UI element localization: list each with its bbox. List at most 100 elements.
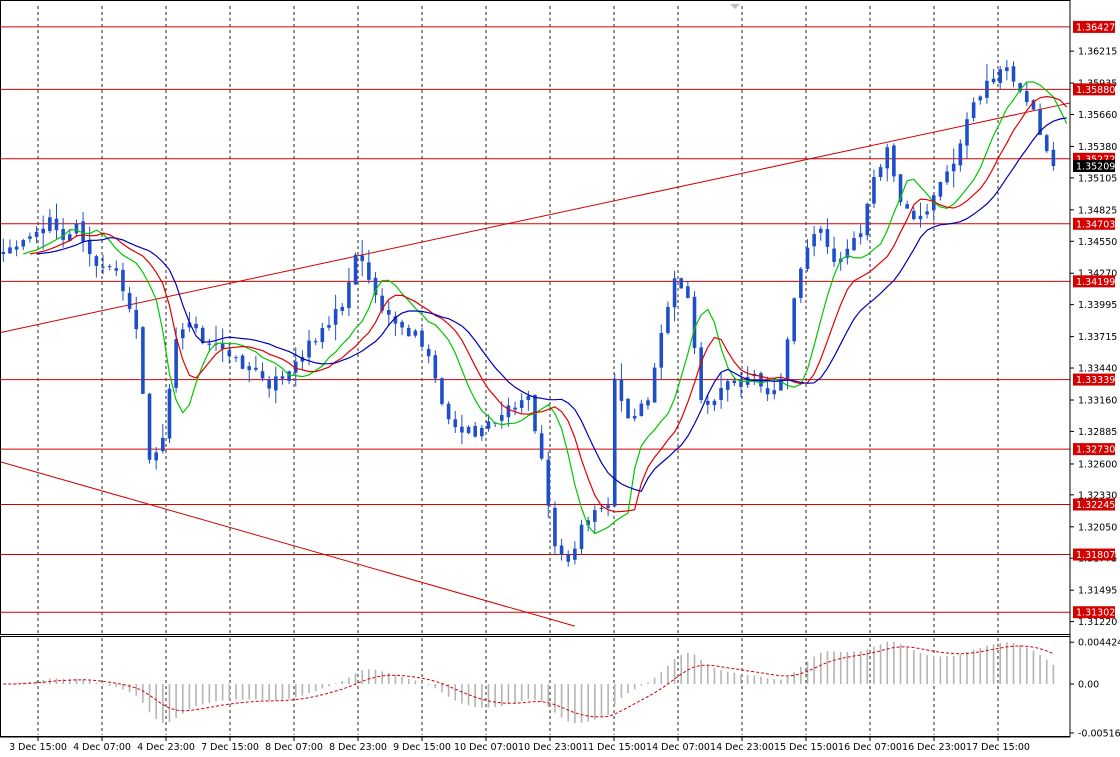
candle-body [858,233,863,238]
candle-body [799,268,803,298]
level-label[interactable]: 1.35272 [1076,154,1115,165]
candle-body [300,357,305,362]
candle-body [380,295,384,311]
candle-body [692,296,697,349]
candle-body [686,286,690,298]
candle-body [1005,67,1009,72]
price-tick-label: 1.34270 [1078,269,1117,280]
level-label[interactable]: 1.35880 [1076,85,1115,96]
candle-body [506,405,511,418]
candle-body [234,357,238,359]
candle-body [274,376,278,391]
level-label-box[interactable] [1073,373,1115,386]
level-label-box[interactable] [1073,275,1115,288]
candle-body [473,426,477,437]
candle-body [180,329,185,339]
level-label[interactable]: 1.32245 [1076,500,1115,511]
time-tick-label: 8 Dec 07:00 [265,742,323,753]
candle-body [426,348,431,357]
candle-body [606,505,610,508]
candle-body [14,246,19,250]
candle-body [134,309,139,330]
candle-body [985,80,989,98]
candle-body [725,381,730,390]
level-label-box[interactable] [1073,606,1115,619]
candle-body [1025,91,1029,103]
level-label-box[interactable] [1073,83,1115,96]
price-tick-label: 1.33715 [1078,332,1117,343]
scroll-marker-icon[interactable] [730,4,740,9]
candle-body [67,234,72,242]
candle-body [1051,149,1056,167]
candle-body [885,147,890,169]
candle-body [612,378,617,506]
time-tick-label: 15 Dec 15:00 [774,742,838,753]
candle-body [220,342,225,350]
candle-body [925,211,929,215]
frame [0,0,1071,738]
candle-body [347,282,351,308]
price-tick-label: 1.32600 [1078,459,1117,470]
level-label[interactable]: 1.31302 [1076,608,1115,619]
candle-body [34,231,39,237]
candle-body [87,239,92,255]
time-tick-label: 7 Dec 15:00 [201,742,259,753]
level-label-box[interactable] [1073,498,1115,511]
level-label[interactable]: 1.34703 [1076,219,1115,230]
candle-body [666,306,670,333]
level-label-box[interactable] [1073,20,1115,33]
candle-body [978,96,983,101]
candle-body [54,218,59,231]
time-tick-label: 10 Dec 07:00 [454,742,518,753]
level-label-box[interactable] [1073,217,1115,230]
candle-body [825,229,830,247]
candle-body [1044,135,1049,152]
time-tick-label: 8 Dec 23:00 [329,742,387,753]
candle-body [792,298,796,342]
candle-body [599,507,604,509]
candle-body [107,266,112,268]
candle-body [440,378,444,404]
candle-body [971,102,976,119]
level-label[interactable]: 1.32730 [1076,445,1115,456]
ma-slow-line [36,117,1067,493]
candle-body [393,316,398,324]
candle-body [1011,66,1016,82]
candle-body [127,292,132,309]
candle-body [732,380,737,384]
price-tick-label: 1.32885 [1078,427,1117,438]
candle-body [460,426,464,433]
candle-body [513,407,517,410]
candle-body [21,240,26,247]
level-label[interactable]: 1.34199 [1076,277,1115,288]
candle-body [121,269,125,292]
level-label-box[interactable] [1073,443,1115,456]
time-tick-label: 17 Dec 15:00 [966,742,1030,753]
candle-body [553,507,557,547]
candle-body [373,277,378,296]
candle-body [1,251,6,254]
candle-body [593,510,597,522]
candle-body [48,217,52,231]
candle-body [141,327,145,394]
candle-body [400,321,404,328]
candle-body [386,309,391,315]
candle-body [1031,100,1036,110]
level-label-box[interactable] [1073,548,1115,561]
level-label[interactable]: 1.36427 [1076,22,1115,33]
candle-body [865,203,870,236]
candle-body [739,379,743,387]
level-label[interactable]: 1.31807 [1076,550,1115,561]
level-label[interactable]: 1.33339 [1076,375,1115,386]
trendline-rising[interactable] [0,102,1071,334]
candle-body [779,378,783,391]
candle-body [772,390,777,395]
candle-body [267,379,271,389]
candle-body [519,400,524,408]
trendlines[interactable] [0,102,1071,627]
trendline-falling[interactable] [0,461,576,627]
horizontal-levels[interactable] [0,26,1070,613]
candle-body [566,554,571,562]
